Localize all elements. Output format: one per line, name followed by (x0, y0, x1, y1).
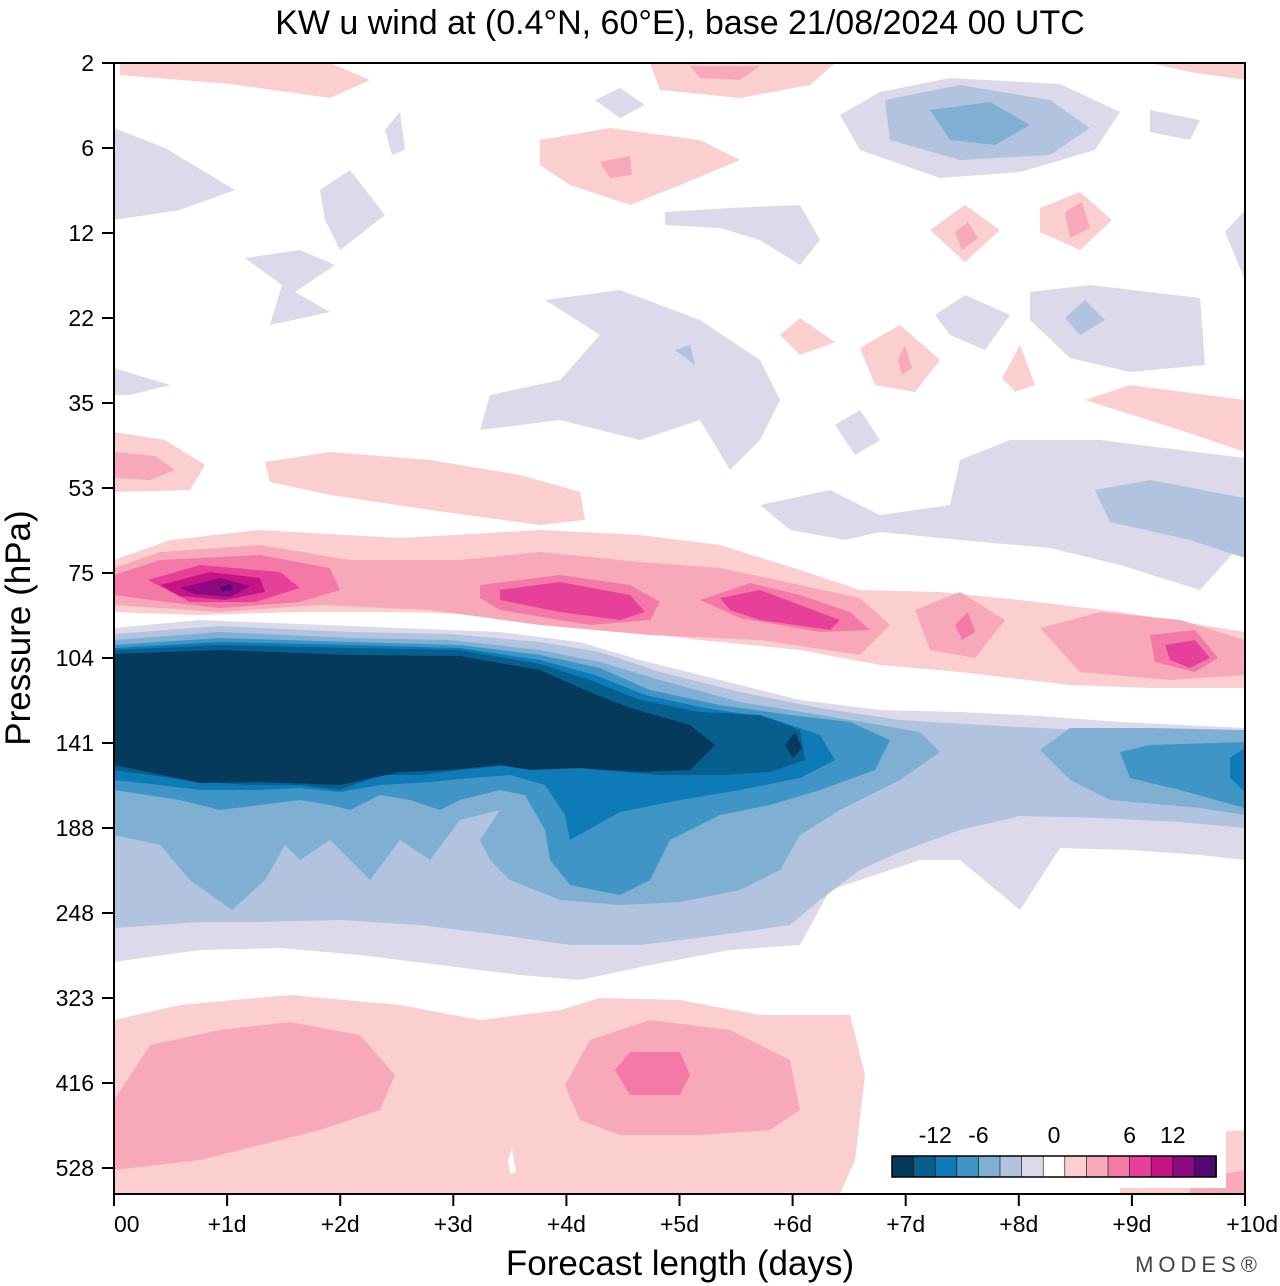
contour-neg-small-30 (675, 345, 695, 365)
x-tick-label: +4d (547, 1211, 586, 1237)
x-tick-label: +10d (1226, 1211, 1278, 1237)
contour-pos-top-right (1150, 63, 1245, 80)
contour-neg-right-12 (1225, 210, 1245, 280)
colorbar-label: 12 (1160, 1122, 1186, 1148)
contour-neg-mid-22 (935, 295, 1010, 350)
contour-neg-small-b (385, 112, 405, 155)
contour-neg-right-50 (760, 440, 1245, 590)
contour-pos-right-12b-inner (1065, 202, 1090, 238)
x-tick-label: +6d (773, 1211, 812, 1237)
contour-neg-top-right-4 (1150, 110, 1200, 140)
y-tick-label: 248 (56, 900, 94, 926)
contour-neg-left-35 (114, 368, 170, 395)
contour-pos-right-12a-inner (955, 222, 978, 250)
x-tick-label: +7d (886, 1211, 925, 1237)
colorbar-label: -6 (968, 1122, 988, 1148)
y-tick-label: 141 (56, 730, 94, 756)
colorbar-swatch (1107, 1155, 1131, 1178)
contour-neg-left-6 (114, 128, 235, 220)
y-tick-label: 22 (68, 305, 94, 331)
x-tick-label: +1d (208, 1211, 247, 1237)
colorbar-swatch (1172, 1155, 1196, 1178)
modes-logo: MODES® (1135, 1252, 1262, 1277)
colorbar-swatches (891, 1155, 1217, 1178)
colorbar-swatch (956, 1155, 980, 1178)
colorbar-swatch (999, 1155, 1023, 1178)
y-tick-label: 2 (81, 50, 94, 76)
colorbar-label: -12 (919, 1122, 952, 1148)
colorbar-label: 0 (1048, 1122, 1061, 1148)
y-tick-label: 416 (56, 1070, 94, 1096)
contour-neg-top-right-3 (930, 102, 1030, 145)
y-tick-label: 53 (68, 475, 94, 501)
colorbar-swatch (913, 1155, 936, 1178)
y-tick-label: 75 (68, 560, 94, 586)
colorbar-swatch (978, 1155, 1001, 1178)
contour-neg-right-55 (1095, 480, 1245, 558)
x-axis-label: Forecast length (days) (506, 1244, 854, 1283)
contour-neg-right-45 (835, 410, 880, 455)
contour-pos-mid-6-inner (600, 156, 632, 178)
x-tick-label: +2d (321, 1211, 360, 1237)
colorbar-swatch (891, 1155, 915, 1178)
contour-neg-small-a (595, 88, 645, 118)
colorbar-label: 6 (1123, 1122, 1136, 1148)
contour-pos-right-40 (1085, 385, 1245, 452)
y-tick-label: 323 (56, 985, 94, 1011)
x-tick-label: +3d (434, 1211, 473, 1237)
colorbar-swatch (1086, 1155, 1109, 1178)
positive-band-50hPa (114, 432, 585, 525)
contour-pos-top-mid-inner (690, 66, 760, 80)
y-tick-label: 12 (68, 220, 94, 246)
colorbar-swatch (934, 1155, 958, 1178)
plot-area (114, 63, 1245, 1194)
y-tick-label: 528 (56, 1155, 94, 1181)
upper-stratosphere-contours (114, 63, 1245, 590)
colorbar-swatch (1150, 1155, 1174, 1178)
colorbar-frame (891, 1155, 1217, 1178)
colorbar-labels: -12 -6 0 6 12 (919, 1122, 1186, 1148)
contour-pos-mid-6 (540, 128, 740, 205)
y-axis: 2 6 12 22 35 53 75 104 141 188 248 323 416 528 (56, 50, 114, 1181)
contour-neg-mid-12 (665, 205, 820, 265)
x-tick-label: 00 (114, 1211, 140, 1237)
colorbar: -12 -6 0 6 12 (882, 1118, 1226, 1188)
chart-title: KW u wind at (0.4°N, 60°E), base 21/08/2… (275, 4, 1085, 42)
colorbar-swatch (1064, 1155, 1088, 1178)
colorbar-swatch (1194, 1155, 1217, 1178)
colorbar-swatch (1129, 1155, 1152, 1178)
contour-pos-top-left (120, 63, 370, 98)
easterly-core-140hPa (114, 620, 1245, 980)
contour-pos-mid-22 (780, 318, 835, 355)
contour-neg-right-22 (1030, 285, 1205, 372)
x-axis: 00 +1d +2d +3d +4d +5d +6d +7d +8d +9d +10d (113, 1194, 1278, 1237)
westerly-band-80hPa (114, 530, 1245, 688)
y-tick-label: 104 (56, 645, 95, 671)
contour-pos-mid-30-inner (898, 345, 912, 375)
contour-neg-left-12 (320, 170, 385, 250)
y-axis-label: Pressure (hPa) (0, 510, 38, 745)
y-tick-label: 188 (56, 815, 94, 841)
x-tick-label: +8d (999, 1211, 1038, 1237)
x-tick-label: +9d (1112, 1211, 1151, 1237)
contour-neg-right-22-inner (1065, 300, 1105, 335)
contour-pos-small-35 (1002, 345, 1035, 392)
contour-neg-mid-30 (480, 290, 780, 470)
x-tick-label: +5d (660, 1211, 699, 1237)
y-tick-label: 35 (68, 390, 94, 416)
y-tick-label: 6 (81, 135, 94, 161)
contour-neg-left-22 (245, 250, 335, 325)
colorbar-swatch (1021, 1155, 1044, 1178)
colorbar-swatch (1042, 1155, 1066, 1178)
